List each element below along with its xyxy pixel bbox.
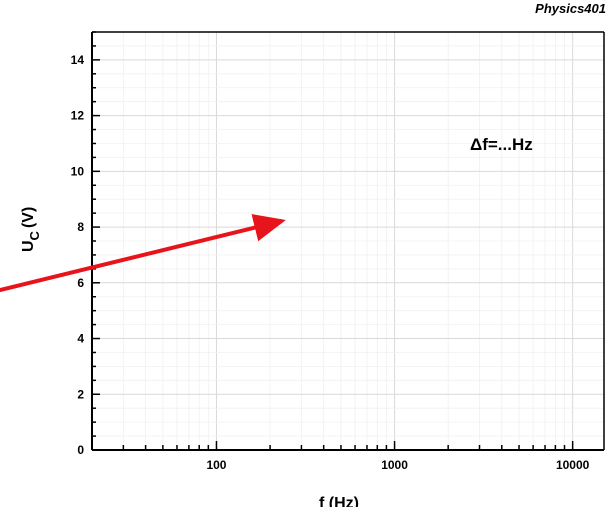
watermark: Physics401 [535,1,606,16]
y-axis-label-sub: C [27,230,42,240]
y-tick-label: 4 [77,332,84,346]
x-tick-label: 100 [206,458,226,472]
y-tick-label: 8 [77,220,84,234]
y-tick-label: 10 [71,164,85,178]
pointer-arrow [0,214,286,293]
y-axis-label-unit: (V) [20,207,37,228]
annotation-delta-f: Δf=...Hz [470,135,533,154]
x-tick-label: 1000 [381,458,408,472]
ticks: 100 1000 10000 0 2 4 6 8 10 12 14 [71,31,590,472]
x-axis-label: f (Hz) [319,495,359,507]
y-tick-label: 6 [77,276,84,290]
svg-text:UC(V): UC (V) [20,207,42,252]
grid [91,31,604,451]
y-tick-label: 14 [71,53,85,67]
y-tick-label: 12 [71,109,85,123]
y-tick-label: 2 [77,387,84,401]
y-tick-label: 0 [77,443,84,457]
y-axis-label-main: U [20,240,37,252]
y-axis-label: UC (V) [20,207,42,252]
x-tick-label: 10000 [556,458,590,472]
